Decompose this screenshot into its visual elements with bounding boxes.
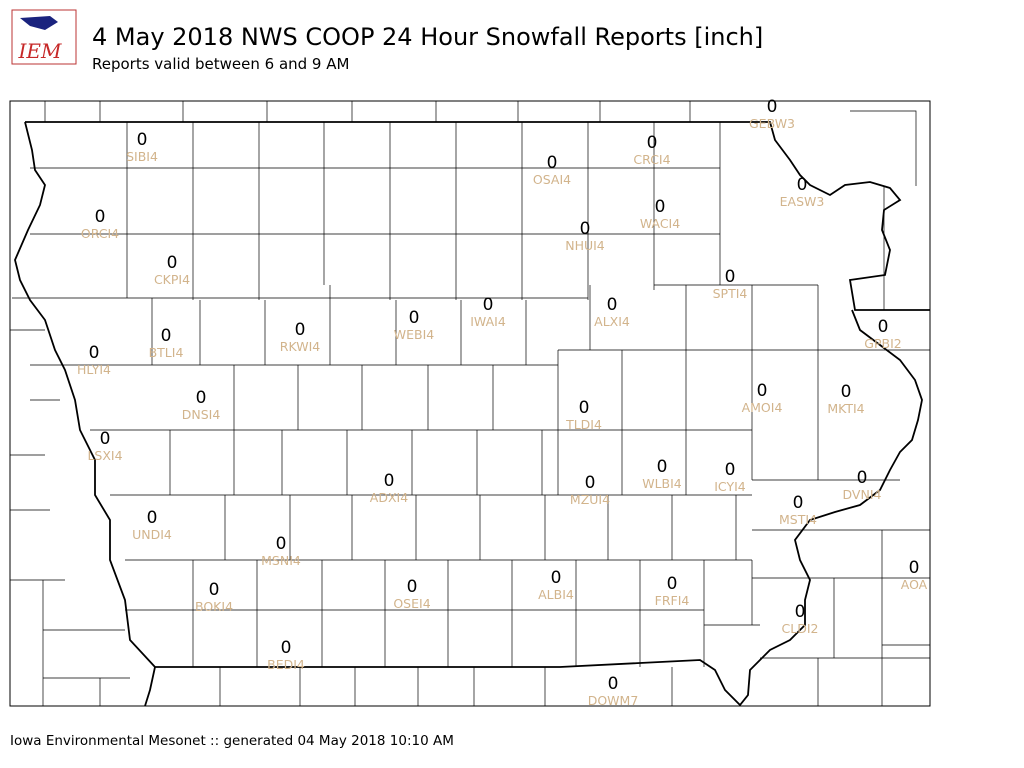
station-value: 0 bbox=[793, 493, 804, 513]
station-id: WEBI4 bbox=[394, 327, 435, 342]
station-id: DVNI4 bbox=[843, 487, 882, 502]
station-id: RKWI4 bbox=[280, 339, 320, 354]
station-id: ORCI4 bbox=[81, 226, 119, 241]
station-value: 0 bbox=[797, 175, 808, 195]
station-id: BEDI4 bbox=[267, 657, 305, 672]
station-value: 0 bbox=[841, 382, 852, 402]
logo-icon bbox=[20, 16, 58, 30]
station-id: CLDI2 bbox=[782, 621, 819, 636]
station-value: 0 bbox=[657, 457, 668, 477]
station-value: 0 bbox=[209, 580, 220, 600]
station-value: 0 bbox=[147, 508, 158, 528]
map-lines bbox=[9, 100, 931, 707]
station-id: DNSI4 bbox=[182, 407, 221, 422]
station-value: 0 bbox=[276, 534, 287, 554]
station-value: 0 bbox=[647, 133, 658, 153]
station-id: HLYI4 bbox=[77, 362, 111, 377]
station-value: 0 bbox=[100, 429, 111, 449]
station-id: SIBI4 bbox=[126, 149, 158, 164]
station-id: EASW3 bbox=[780, 194, 825, 209]
footer: Iowa Environmental Mesonet :: generated … bbox=[10, 733, 454, 749]
station-value: 0 bbox=[407, 577, 418, 597]
station-id: DOWM7 bbox=[588, 693, 639, 708]
station-value: 0 bbox=[608, 674, 619, 694]
station-value: 0 bbox=[196, 388, 207, 408]
county-lines bbox=[10, 101, 930, 706]
station-value: 0 bbox=[161, 326, 172, 346]
station-value: 0 bbox=[795, 602, 806, 622]
title: 4 May 2018 NWS COOP 24 Hour Snowfall Rep… bbox=[92, 23, 763, 51]
station-value: 0 bbox=[89, 343, 100, 363]
station-id: ADXI4 bbox=[370, 490, 408, 505]
station-id: SPTI4 bbox=[713, 286, 748, 301]
station-value: 0 bbox=[580, 219, 591, 239]
station-id: WACI4 bbox=[640, 216, 680, 231]
station-id: ALBI4 bbox=[538, 587, 574, 602]
station-id: MSTI4 bbox=[779, 512, 817, 527]
station-value: 0 bbox=[878, 317, 889, 337]
station-layer: 0SIBI40ORCI40CKPI40BTLI40HLYI40RKWI40WEB… bbox=[77, 97, 928, 708]
station-id: BOKI4 bbox=[195, 599, 233, 614]
station-value: 0 bbox=[667, 574, 678, 594]
station-id: GPBI2 bbox=[864, 336, 901, 351]
station-id: MSNI4 bbox=[261, 553, 301, 568]
station-value: 0 bbox=[384, 471, 395, 491]
station-id: CKPI4 bbox=[154, 272, 190, 287]
station-id: OSEI4 bbox=[393, 596, 430, 611]
station-id: FRFI4 bbox=[655, 593, 690, 608]
station-value: 0 bbox=[137, 130, 148, 150]
station-id: AOA bbox=[901, 577, 928, 592]
station-id: OSAI4 bbox=[533, 172, 571, 187]
station-id: ALXI4 bbox=[594, 314, 630, 329]
logo-text: IEM bbox=[18, 39, 63, 63]
station-id: TLDI4 bbox=[565, 417, 602, 432]
station-id: MZUI4 bbox=[570, 492, 610, 507]
station-value: 0 bbox=[551, 568, 562, 588]
station-value: 0 bbox=[725, 460, 736, 480]
station-id: GEBW3 bbox=[749, 116, 795, 131]
station-id: WLBI4 bbox=[642, 476, 682, 491]
station-value: 0 bbox=[483, 295, 494, 315]
station-value: 0 bbox=[409, 308, 420, 328]
station-id: IWAI4 bbox=[470, 314, 506, 329]
subtitle: Reports valid between 6 and 9 AM bbox=[92, 55, 349, 73]
station-value: 0 bbox=[167, 253, 178, 273]
station-value: 0 bbox=[909, 558, 920, 578]
station-value: 0 bbox=[585, 473, 596, 493]
station-id: LSXI4 bbox=[87, 448, 122, 463]
station-value: 0 bbox=[607, 295, 618, 315]
station-id: AMOI4 bbox=[742, 400, 783, 415]
station-value: 0 bbox=[725, 267, 736, 287]
station-id: UNDI4 bbox=[132, 527, 172, 542]
station-value: 0 bbox=[655, 197, 666, 217]
station-value: 0 bbox=[547, 153, 558, 173]
station-id: NHUI4 bbox=[565, 238, 605, 253]
station-value: 0 bbox=[767, 97, 778, 117]
station-value: 0 bbox=[295, 320, 306, 340]
logo: IEM bbox=[11, 9, 77, 65]
state-border bbox=[14, 121, 930, 707]
station-value: 0 bbox=[95, 207, 106, 227]
station-id: MKTI4 bbox=[827, 401, 864, 416]
station-value: 0 bbox=[857, 468, 868, 488]
station-value: 0 bbox=[281, 638, 292, 658]
station-id: CRCI4 bbox=[633, 152, 670, 167]
station-value: 0 bbox=[579, 398, 590, 418]
station-value: 0 bbox=[757, 381, 768, 401]
station-id: ICYI4 bbox=[714, 479, 746, 494]
station-id: BTLI4 bbox=[149, 345, 184, 360]
map-frame bbox=[9, 100, 931, 707]
